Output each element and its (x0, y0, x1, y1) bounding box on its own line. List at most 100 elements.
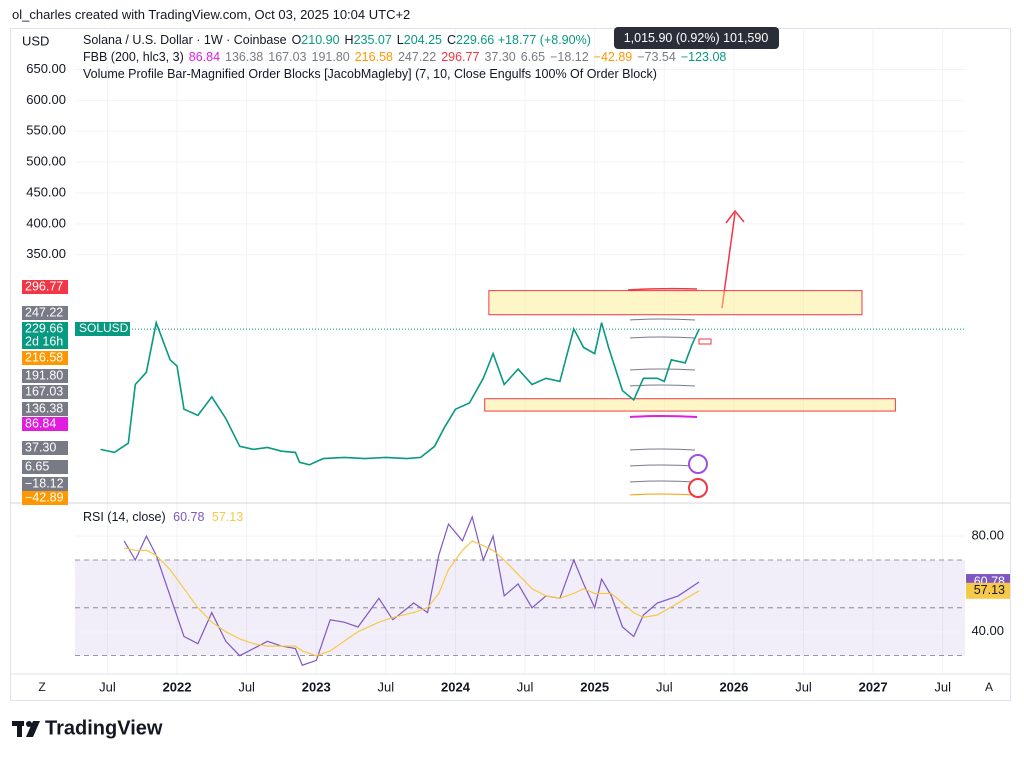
fbb-badge: 37.30 (25, 440, 56, 454)
zoom-button[interactable]: Z (38, 680, 45, 694)
x-tick-label: 2022 (163, 679, 192, 694)
y-tick-label: 500.00 (26, 154, 66, 169)
order-block-zone (484, 398, 896, 412)
tooltip: 1,015.90 (0.92%) 101,590 (624, 31, 769, 45)
icon-flash[interactable] (688, 454, 708, 474)
y-tick-label: 650.00 (26, 61, 66, 76)
ohlc: O210.90 H235.07 L204.25 C229.66 (287, 33, 495, 47)
fbb-badge: 6.65 (25, 459, 49, 473)
x-tick-label: Jul (656, 679, 673, 694)
rsi-legend: RSI (14, close) 60.78 57.13 (83, 510, 243, 524)
x-tick-label: Jul (934, 679, 951, 694)
x-tick-label: Jul (99, 679, 116, 694)
x-tick-label: 2025 (580, 679, 609, 694)
legend-line-1: Solana / U.S. Dollar · 1W · Coinbase O210… (83, 33, 591, 47)
series-line (100, 319, 700, 466)
fbb-value: 37.30 (484, 50, 516, 64)
countdown-badge-bg (22, 335, 68, 349)
currency: USD (22, 33, 49, 48)
fbb-value: 6.65 (520, 50, 546, 64)
fbb-badge: −42.89 (25, 490, 64, 504)
fbb-badge: −18.12 (25, 476, 64, 490)
order-block-small (698, 338, 712, 345)
fbb-badge: 191.80 (25, 368, 63, 382)
fbb-value: 136.38 (225, 50, 264, 64)
x-tick-label: Jul (238, 679, 255, 694)
fbb-badge: 167.03 (25, 384, 63, 398)
fbb-badge-bg (22, 417, 68, 431)
ohlc-key: H (344, 33, 354, 47)
fbb-value: −42.89 (593, 50, 633, 64)
fbb-value: 216.58 (354, 50, 393, 64)
ohlc-value: 204.25 (403, 33, 442, 47)
price-badge: 229.66 (25, 321, 63, 335)
tooltip-bg (614, 27, 779, 49)
fbb-badge-bg (22, 460, 68, 474)
rsi-value: 60.78 (173, 510, 205, 524)
order-block-zone (488, 290, 863, 316)
icon-event[interactable] (688, 478, 708, 498)
x-tick-label: Jul (378, 679, 395, 694)
rsi-badge: 57.13 (974, 583, 1005, 597)
y-tick-label: 550.00 (26, 123, 66, 138)
auto-button[interactable]: A (985, 680, 993, 694)
series-line (123, 515, 700, 666)
price-badge-bg (22, 322, 68, 336)
x-tick-label: Jul (795, 679, 812, 694)
y-tick-label: 80.00 (971, 528, 1004, 543)
rsi-title: RSI (14, close) (83, 510, 166, 524)
fbb-badge: 247.22 (25, 305, 63, 319)
credit: ol_charles created with TradingView.com,… (12, 7, 411, 22)
countdown-badge: 2d 16h (25, 334, 63, 348)
ohlc-key: L (396, 33, 404, 47)
symbol: Solana / U.S. Dollar · 1W · Coinbase (83, 33, 287, 47)
fbb-badge-bg (22, 280, 68, 294)
ohlc-key: O (291, 33, 302, 47)
fbb-value: 86.84 (188, 50, 221, 64)
fbb-value: −18.12 (550, 50, 589, 64)
fbb-value: 296.77 (441, 50, 480, 64)
ticker-badge: SOLUSD (79, 321, 129, 335)
fbb-value: 247.22 (397, 50, 437, 64)
fbb-value: 191.80 (311, 50, 350, 64)
fbb-badge-bg (22, 441, 68, 455)
fbb-badge-bg (22, 369, 68, 383)
ohlc-value: 229.66 (456, 33, 495, 47)
rsi-badge-bg (966, 582, 1010, 599)
fbb-badge: 136.38 (25, 401, 63, 415)
fbb-value: −123.08 (680, 50, 727, 64)
ohlc-key: C (446, 33, 457, 47)
fbb-badge-bg (22, 402, 68, 416)
chart-frame (10, 28, 1011, 701)
profile-lines (627, 287, 698, 496)
fbb-badge-bg (22, 385, 68, 399)
ohlc-value: 210.90 (301, 33, 340, 47)
fbb-value: −73.54 (637, 50, 676, 64)
ticker-badge-bg (75, 322, 130, 336)
y-tick-label: 450.00 (26, 184, 66, 199)
ohlc-value: 235.07 (353, 33, 392, 47)
series-line (123, 540, 700, 657)
x-tick-label: 2027 (859, 679, 888, 694)
change: +18.77 (+8.90%) (497, 33, 591, 47)
fbb-badge-bg (22, 306, 68, 320)
fbb-badge-bg (22, 491, 68, 505)
y-tick-label: 400.00 (26, 215, 66, 230)
legend-line-2: FBB (200, hlc3, 3) 86.84 136.38 167.03 191.8… (83, 50, 726, 64)
fbb-name: FBB (200, hlc3, 3) (83, 50, 184, 64)
fbb-badge-bg (22, 351, 68, 365)
legend-line-3: Volume Profile Bar-Magnified Order Block… (83, 67, 657, 81)
arrow-annotation (721, 209, 745, 309)
fbb-value: 167.03 (268, 50, 307, 64)
fbb-badge: 296.77 (25, 279, 63, 293)
fbb-badge: 86.84 (25, 416, 56, 430)
rsi-ma-value: 57.13 (211, 510, 244, 524)
x-tick-label: Jul (517, 679, 534, 694)
x-tick-label: 2023 (302, 679, 331, 694)
y-tick-label: 350.00 (26, 246, 66, 261)
y-tick-label: 600.00 (26, 92, 66, 107)
x-tick-label: 2026 (719, 679, 748, 694)
fbb-values: 86.84 136.38 167.03 191.80 216.58 247.22 296.7… (184, 50, 727, 64)
